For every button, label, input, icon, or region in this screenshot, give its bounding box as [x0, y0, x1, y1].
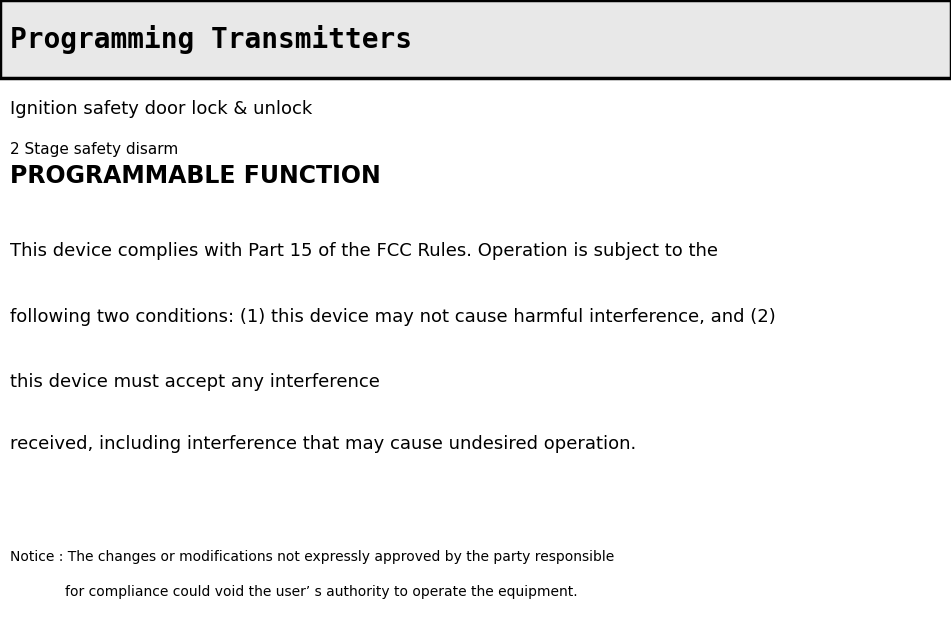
Text: received, including interference that may cause undesired operation.: received, including interference that ma… [10, 435, 636, 453]
Text: Programming Transmitters: Programming Transmitters [10, 25, 412, 54]
Bar [0, 0, 951, 78]
Text: Ignition safety door lock & unlock: Ignition safety door lock & unlock [10, 100, 312, 118]
Text: 2 Stage safety disarm: 2 Stage safety disarm [10, 142, 178, 157]
Text: for compliance could void the user’ s authority to operate the equipment.: for compliance could void the user’ s au… [65, 585, 577, 599]
Text: PROGRAMMABLE FUNCTION: PROGRAMMABLE FUNCTION [10, 164, 380, 188]
Text: following two conditions: (1) this device may not cause harmful interference, an: following two conditions: (1) this devic… [10, 308, 776, 326]
Text: This device complies with Part 15 of the FCC Rules. Operation is subject to the: This device complies with Part 15 of the… [10, 242, 718, 260]
Text: Notice : The changes or modifications not expressly approved by the party respon: Notice : The changes or modifications no… [10, 550, 614, 564]
Text: this device must accept any interference: this device must accept any interference [10, 373, 379, 391]
